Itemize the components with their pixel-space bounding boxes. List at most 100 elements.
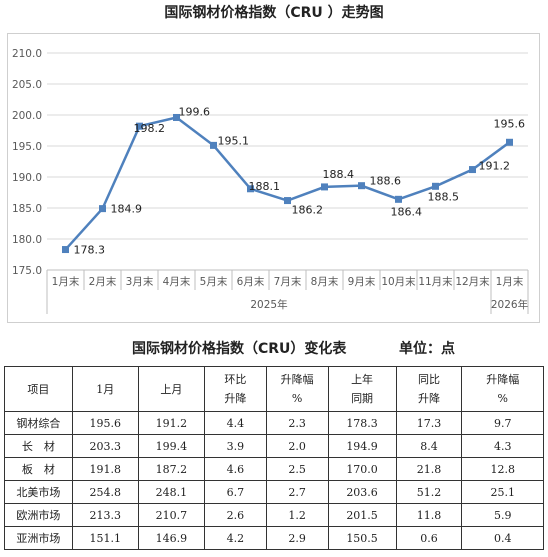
table-cell: 2.7 [265, 480, 329, 504]
column-header-text: 上月 [160, 382, 183, 396]
x-year-label: 2025年 [250, 298, 287, 311]
table-cell: 195.6 [71, 411, 139, 435]
column-header: 同比 升降 [395, 366, 463, 412]
row-label: 亚洲市场 [4, 526, 73, 550]
table-cell: 191.2 [137, 411, 205, 435]
data-point [210, 141, 217, 149]
data-label: 188.5 [428, 190, 460, 203]
table-header-row: 项目 1月 上月 环比 升降 升降幅% 上年 同期 同比 升降 升降幅% [4, 366, 544, 412]
table-cell: 25.1 [461, 480, 544, 504]
line-chart: 175.0 180.0 185.0 190.0 195.0 200.0 205.0 210.0… [12, 48, 529, 314]
table-cell: 2.5 [265, 457, 329, 481]
table-cell: 178.3 [327, 411, 397, 435]
y-tick-label: 200.0 [12, 110, 42, 122]
y-tick-label: 205.0 [12, 79, 42, 91]
y-tick-label: 195.0 [12, 141, 42, 153]
data-label: 186.2 [292, 204, 324, 217]
table-row: 钢材综合 195.6 191.2 4.4 2.3 178.3 17.3 9.7 [4, 411, 544, 435]
table-cell: 2.6 [203, 503, 267, 527]
table-cell: 203.6 [327, 480, 397, 504]
column-header-text: 升降幅 [280, 373, 314, 386]
table-row: 北美市场 254.8 248.1 6.7 2.7 203.6 51.2 25.1 [4, 480, 544, 504]
table-cell: 2.3 [265, 411, 329, 435]
column-header-text: 同期 [351, 392, 374, 405]
x-tick-label: 4月末 [163, 275, 191, 288]
row-label: 板 材 [4, 457, 73, 481]
data-point [469, 166, 476, 174]
y-tick-label: 175.0 [12, 265, 42, 277]
table-cell: 248.1 [137, 480, 205, 504]
row-label: 北美市场 [4, 480, 73, 504]
table-row: 欧洲市场 213.3 210.7 2.6 1.2 201.5 11.8 5.9 [4, 503, 544, 527]
data-label: 191.2 [479, 160, 511, 173]
table-cell: 0.6 [395, 526, 463, 550]
table-cell: 17.3 [395, 411, 463, 435]
chart-title: 国际钢材价格指数（CRU ）走势图 [164, 5, 384, 21]
table-cell: 9.7 [461, 411, 544, 435]
column-header-text: 升降 [418, 392, 441, 405]
table-row: 板 材 191.8 187.2 4.6 2.5 170.0 21.8 12.8 [4, 457, 544, 481]
data-label: 188.1 [249, 180, 281, 193]
x-tick-label: 12月末 [455, 275, 490, 288]
data-point [395, 195, 402, 203]
table-unit: 单位：点 [399, 341, 455, 357]
column-header-text: 项目 [27, 382, 50, 396]
table-cell: 8.4 [395, 434, 463, 458]
column-header-text: 上年 [351, 373, 374, 386]
table-cell: 150.5 [327, 526, 397, 550]
column-header: 环比 升降 [203, 366, 267, 412]
table-cell: 191.8 [71, 457, 139, 481]
data-label: 195.6 [494, 117, 526, 130]
table-cell: 21.8 [395, 457, 463, 481]
y-tick-label: 180.0 [12, 234, 42, 246]
data-label: 199.6 [179, 105, 211, 118]
table-cell: 199.4 [137, 434, 205, 458]
table-cell: 1.2 [265, 503, 329, 527]
table-cell: 146.9 [137, 526, 205, 550]
x-tick-label: 3月末 [126, 275, 154, 288]
x-tick-label: 5月末 [200, 275, 228, 288]
column-header: 上月 [137, 366, 205, 412]
x-tick-label: 9月末 [348, 275, 376, 288]
table-cell: 210.7 [137, 503, 205, 527]
row-label: 钢材综合 [4, 411, 73, 435]
x-tick-label: 8月末 [311, 275, 339, 288]
column-header-text: 升降 [224, 392, 247, 405]
x-tick-label: 2月末 [89, 275, 117, 288]
table-cell: 213.3 [71, 503, 139, 527]
column-header: 升降幅% [461, 366, 544, 412]
column-header: 上年 同期 [327, 366, 397, 412]
table-cell: 0.4 [461, 526, 544, 550]
table-cell: 51.2 [395, 480, 463, 504]
column-header-text: 1月 [96, 382, 115, 396]
table-cell: 201.5 [327, 503, 397, 527]
column-header: 项目 [4, 366, 73, 412]
data-point [284, 197, 291, 205]
y-tick-label: 210.0 [12, 48, 42, 60]
table-cell: 4.3 [461, 434, 544, 458]
data-point [136, 122, 143, 130]
table-cell: 187.2 [137, 457, 205, 481]
price-index-table: 项目 1月 上月 环比 升降 升降幅% 上年 同期 同比 升降 升降幅% 钢材综合 195.6 191.… [4, 366, 544, 550]
data-label: 178.3 [74, 244, 106, 257]
table-title: 国际钢材价格指数（CRU）变化表 [132, 341, 347, 357]
column-header-text: % [497, 392, 508, 405]
data-point [358, 182, 365, 190]
table-cell: 203.3 [71, 434, 139, 458]
x-tick-label: 11月末 [418, 275, 453, 288]
x-tick-label: 10月末 [381, 275, 416, 288]
table-cell: 5.9 [461, 503, 544, 527]
row-label: 欧洲市场 [4, 503, 73, 527]
x-tick-label: 7月末 [274, 275, 302, 288]
column-header-text: 升降幅 [486, 373, 520, 386]
column-header: 1月 [71, 366, 139, 412]
data-point [247, 185, 254, 193]
data-label: 188.6 [370, 175, 402, 188]
x-year-label: 2026年 [491, 298, 528, 311]
data-point [506, 138, 513, 146]
data-label: 186.4 [391, 205, 423, 218]
column-header-text: 环比 [224, 373, 247, 386]
table-cell: 4.2 [203, 526, 267, 550]
table-row: 亚洲市场 151.1 146.9 4.2 2.9 150.5 0.6 0.4 [4, 526, 544, 550]
data-label: 184.9 [111, 203, 143, 216]
